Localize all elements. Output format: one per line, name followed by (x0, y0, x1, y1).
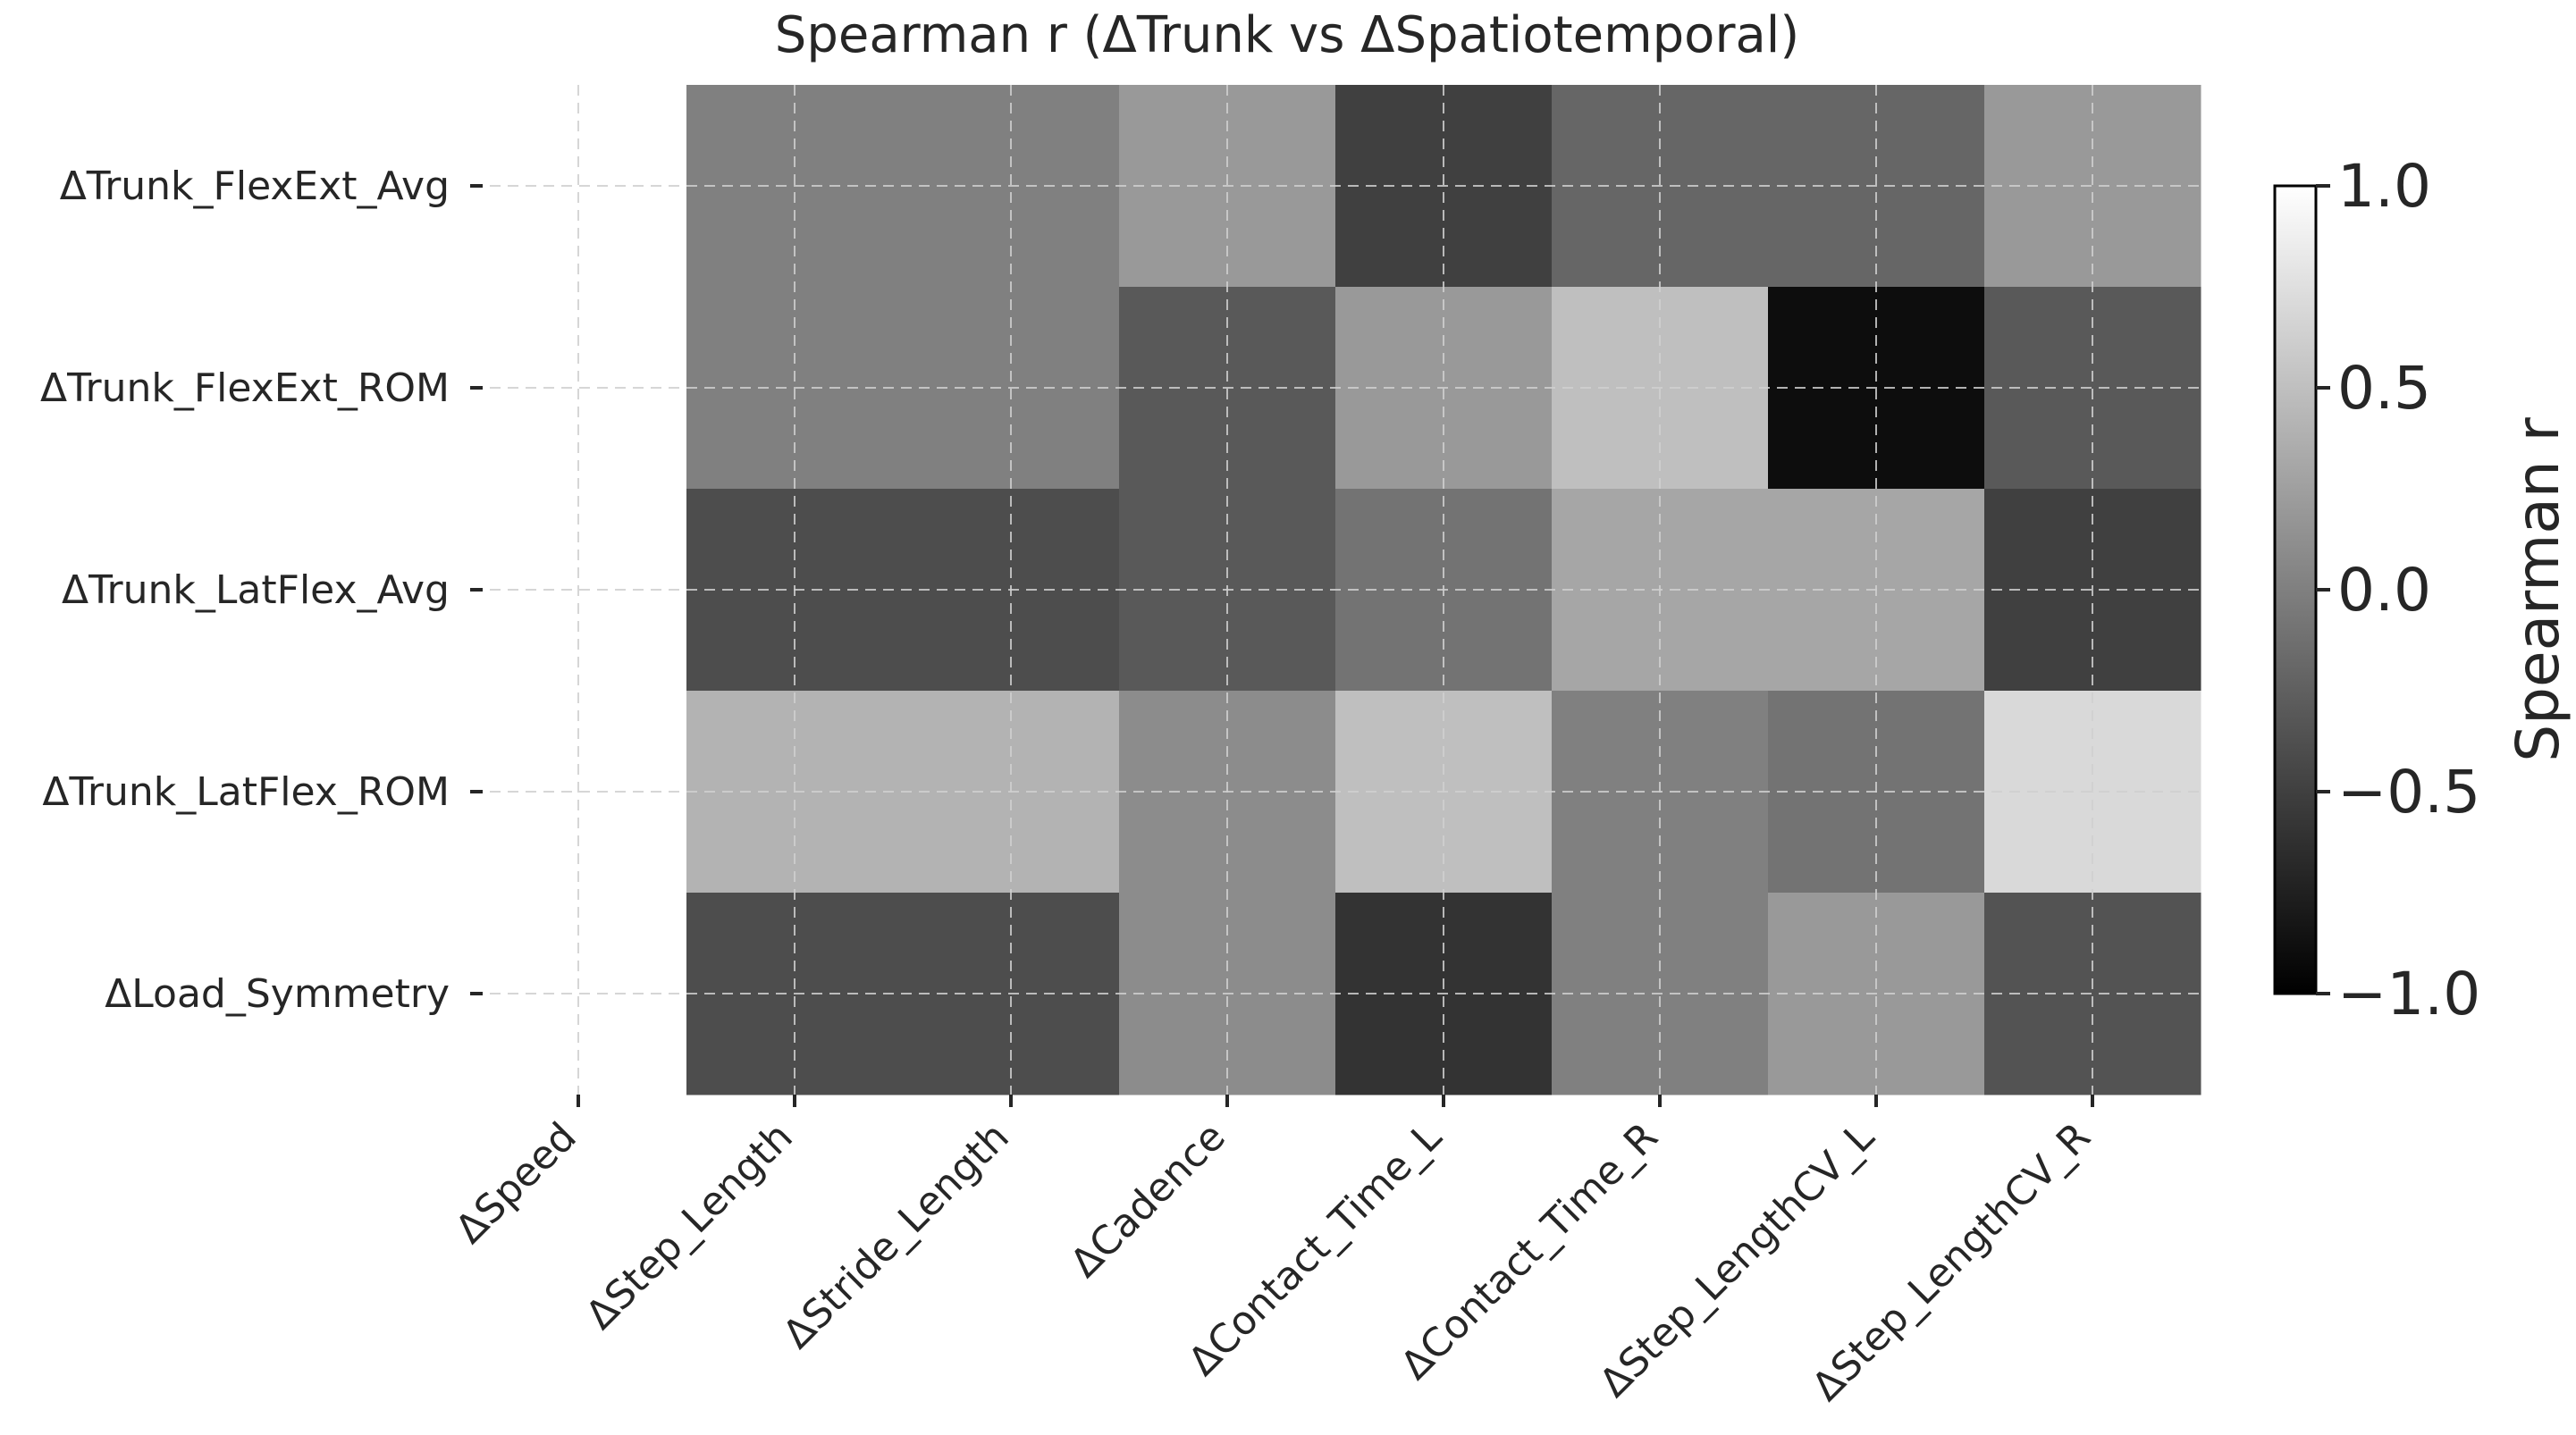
colorbar-tick-label: 0.0 (2337, 556, 2431, 625)
column-label: ΔCadence (1062, 1114, 1234, 1287)
row-label: ΔLoad_Symmetry (105, 971, 450, 1017)
row-label: ΔTrunk_LatFlex_ROM (42, 769, 450, 815)
colorbar-gradient (2273, 184, 2318, 995)
colorbar-tick-label: −1.0 (2337, 960, 2480, 1028)
colorbar-label: Spearman r (2504, 416, 2572, 761)
row-labels: ΔTrunk_FlexExt_Avg ΔTrunk_FlexExt_ROM ΔTru… (40, 164, 483, 1017)
colorbar-tick-label: 0.5 (2337, 354, 2431, 423)
colorbar: 1.0 0.5 0.0 −0.5 −1.0 Spearman r (2273, 152, 2572, 1028)
column-label: ΔSpeed (447, 1114, 585, 1253)
colorbar-ticks: 1.0 0.5 0.0 −0.5 −1.0 (2316, 152, 2480, 1028)
row-label: ΔTrunk_FlexExt_ROM (40, 365, 450, 411)
column-label: ΔStep_Length (577, 1114, 802, 1338)
row-label: ΔTrunk_LatFlex_Avg (62, 567, 450, 613)
chart-title: Spearman r (ΔTrunk vs ΔSpatiotemporal) (775, 6, 1799, 64)
row-label: ΔTrunk_FlexExt_Avg (60, 164, 450, 209)
column-label: ΔStride_Length (774, 1114, 1018, 1358)
colorbar-tick-label: −0.5 (2337, 758, 2480, 827)
colorbar-tick-label: 1.0 (2337, 152, 2431, 221)
heatmap-grid (490, 85, 2201, 1095)
